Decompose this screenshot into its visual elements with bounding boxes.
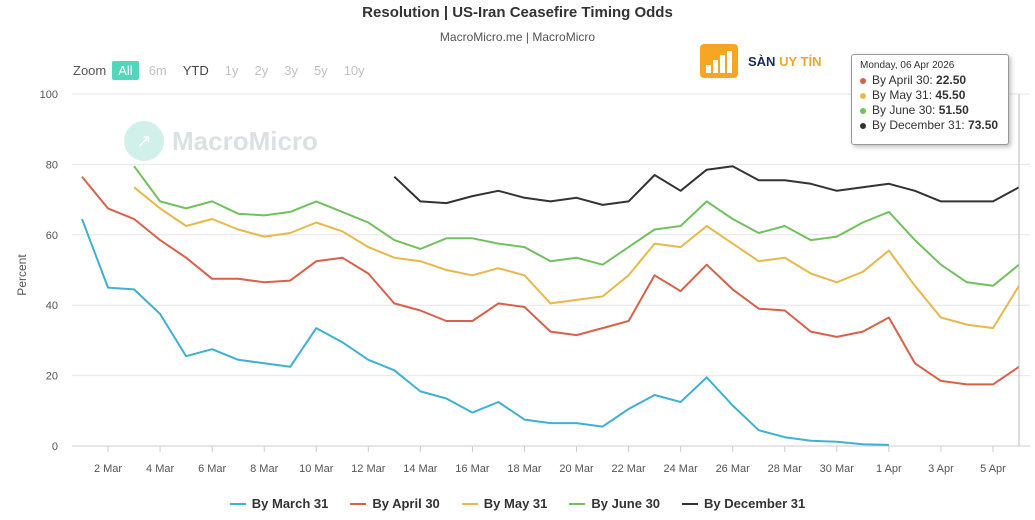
series-lines	[81, 165, 1020, 446]
chart-title: Resolution | US-Iran Ceasefire Timing Od…	[362, 4, 673, 21]
legend-item-april-30[interactable]: By April 30	[350, 496, 440, 511]
x-tick-label: 3 Apr	[928, 463, 954, 475]
chart-legend: By March 31 By April 30 By May 31 By Jun…	[0, 496, 1035, 511]
x-tick-label: 24 Mar	[664, 463, 699, 475]
zoom-10y-button[interactable]: 10y	[343, 62, 365, 78]
x-tick-label: 1 Apr	[876, 463, 902, 475]
y-tick-label: 100	[40, 89, 58, 101]
y-tick-label: 40	[46, 300, 58, 312]
zoom-all-button[interactable]: All	[112, 60, 139, 80]
zoom-1y-button[interactable]: 1y	[224, 62, 239, 78]
x-tick-label: 8 Mar	[250, 463, 278, 475]
x-axis: 2 Mar 4 Mar 6 Mar 8 Mar 10 Mar 12 Mar 14 Mar 16…	[94, 446, 1006, 475]
series-line-by-december-31[interactable]	[393, 165, 1020, 206]
grid-lines: 0 20 40 60 80 100	[40, 89, 1030, 453]
dot-icon	[860, 107, 866, 114]
y-axis-label: Percent	[15, 254, 29, 296]
tooltip-date: Monday, 06 Apr 2026	[860, 60, 955, 71]
macromicro-watermark: ↗ MacroMicro	[124, 121, 318, 161]
logo-text: SÀN UY TÍN	[748, 53, 822, 69]
legend-line-icon	[569, 502, 586, 505]
san-uy-tin-logo: SÀN UY TÍN	[700, 44, 821, 78]
bar-chart-icon	[700, 44, 738, 78]
zoom-3y-button[interactable]: 3y	[284, 62, 298, 78]
x-tick-label: 12 Mar	[351, 463, 386, 475]
zoom-ytd-button[interactable]: YTD	[182, 62, 209, 78]
tooltip-row: By June 30: 51.50	[860, 103, 1000, 118]
dot-icon	[860, 77, 866, 84]
x-tick-label: 5 Apr	[980, 463, 1006, 475]
x-tick-label: 22 Mar	[611, 463, 646, 475]
legend-line-icon	[350, 502, 367, 505]
legend-item-december-31[interactable]: By December 31	[682, 496, 805, 511]
series-line-by-june-30[interactable]	[133, 165, 1020, 287]
x-tick-label: 20 Mar	[559, 463, 594, 475]
dot-icon	[860, 122, 866, 129]
y-tick-label: 60	[46, 230, 58, 242]
legend-line-icon	[461, 502, 478, 505]
x-tick-label: 18 Mar	[507, 463, 542, 475]
series-line-by-april-30[interactable]	[81, 176, 1020, 386]
chart-tooltip: Monday, 06 Apr 2026 By April 30: 22.50 B…	[851, 54, 1009, 145]
chart-logo-icon: ↗	[124, 121, 164, 161]
tooltip-row: By April 30: 22.50	[860, 73, 1000, 88]
legend-line-icon	[682, 502, 699, 505]
x-tick-label: 6 Mar	[198, 463, 226, 475]
legend-item-march-31[interactable]: By March 31	[229, 496, 328, 511]
legend-item-may-31[interactable]: By May 31	[461, 496, 547, 511]
zoom-bar: Zoom All 6m YTD 1y 2y 3y 5y 10y	[73, 59, 375, 81]
zoom-label: Zoom	[73, 62, 107, 78]
y-tick-label: 20	[46, 371, 58, 383]
tooltip-row: By December 31: 73.50	[860, 118, 1000, 133]
x-tick-label: 28 Mar	[768, 463, 803, 475]
x-tick-label: 14 Mar	[403, 463, 438, 475]
y-tick-label: 80	[46, 159, 58, 171]
zoom-6m-button[interactable]: 6m	[148, 62, 167, 78]
legend-item-june-30[interactable]: By June 30	[569, 496, 660, 511]
dot-icon	[860, 92, 866, 99]
x-tick-label: 4 Mar	[146, 463, 174, 475]
chart-subtitle: MacroMicro.me | MacroMicro	[439, 30, 596, 44]
zoom-2y-button[interactable]: 2y	[254, 62, 269, 78]
x-tick-label: 16 Mar	[455, 463, 490, 475]
zoom-5y-button[interactable]: 5y	[313, 62, 328, 78]
legend-line-icon	[229, 502, 246, 505]
y-tick-label: 0	[52, 441, 58, 453]
watermark-text: MacroMicro	[172, 125, 318, 156]
x-tick-label: 26 Mar	[716, 463, 751, 475]
series-line-by-march-31[interactable]	[81, 218, 889, 446]
series-line-by-may-31[interactable]	[133, 186, 1020, 330]
x-tick-label: 2 Mar	[94, 463, 122, 475]
tooltip-row: By May 31: 45.50	[860, 88, 1000, 103]
x-tick-label: 10 Mar	[299, 463, 334, 475]
x-tick-label: 30 Mar	[820, 463, 855, 475]
